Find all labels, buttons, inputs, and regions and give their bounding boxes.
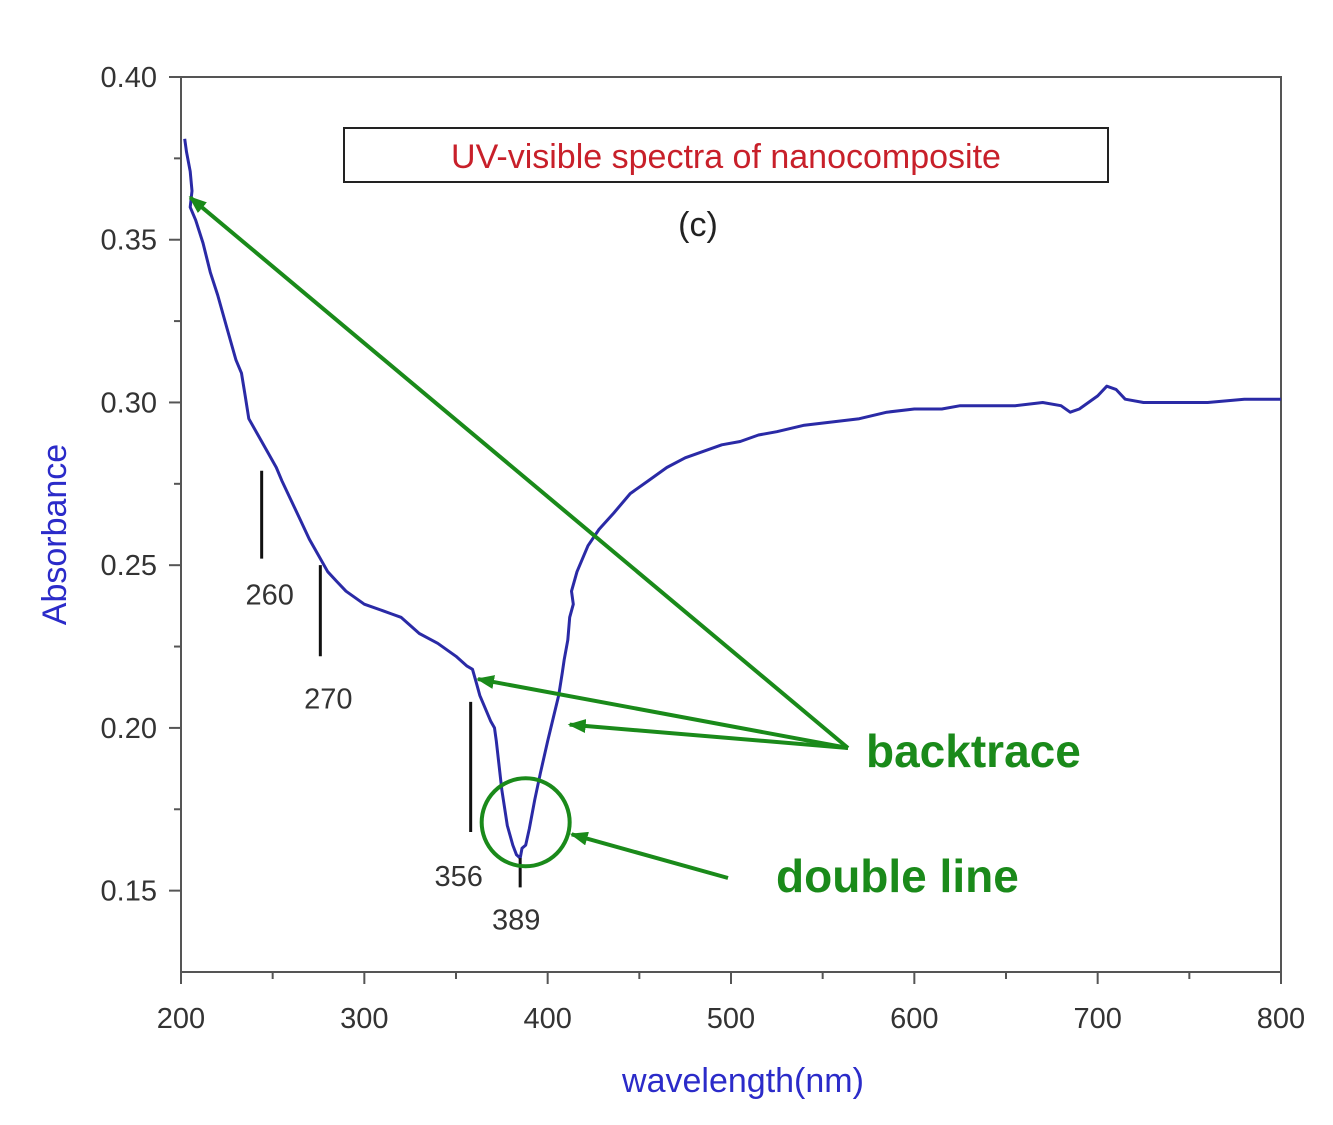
x-tick-label: 200 — [157, 1003, 205, 1035]
y-tick-label: 0.40 — [101, 62, 157, 94]
double-line-arrow — [569, 831, 729, 880]
double-line-label: double line — [776, 850, 1019, 902]
x-tick-label: 400 — [523, 1003, 571, 1035]
x-tick-label: 600 — [890, 1003, 938, 1035]
x-axis-title: wavelength(nm) — [621, 1062, 864, 1100]
legend-box — [343, 127, 1109, 183]
y-tick-label: 0.20 — [101, 713, 157, 745]
spectrum-line — [183, 138, 1281, 860]
peak-label-389: 389 — [492, 904, 540, 936]
backtrace-arrow — [188, 195, 850, 750]
x-tick-label: 700 — [1073, 1003, 1121, 1035]
peak-label-270: 270 — [304, 683, 352, 715]
peak-label-260: 260 — [245, 580, 293, 612]
backtrace-label: backtrace — [866, 725, 1081, 777]
y-axis-title: Absorbance — [36, 444, 74, 625]
double-line-circle — [479, 776, 572, 869]
x-tick-label: 800 — [1257, 1003, 1305, 1035]
y-tick-label: 0.25 — [101, 550, 157, 582]
panel-label: (c) — [678, 206, 718, 244]
chart-title: UV-visible spectra of nanocomposite — [451, 138, 1001, 176]
y-tick-label: 0.30 — [101, 387, 157, 419]
plot-frame — [180, 76, 1282, 973]
backtrace-arrow — [567, 719, 849, 750]
x-tick-label: 300 — [340, 1003, 388, 1035]
y-tick-label: 0.15 — [101, 876, 157, 908]
backtrace-arrow — [476, 675, 849, 750]
peak-label-356: 356 — [434, 861, 482, 893]
x-tick-label: 500 — [707, 1003, 755, 1035]
y-tick-label: 0.35 — [101, 225, 157, 257]
legend: UV-visible spectra of nanocomposite — [343, 127, 1109, 183]
